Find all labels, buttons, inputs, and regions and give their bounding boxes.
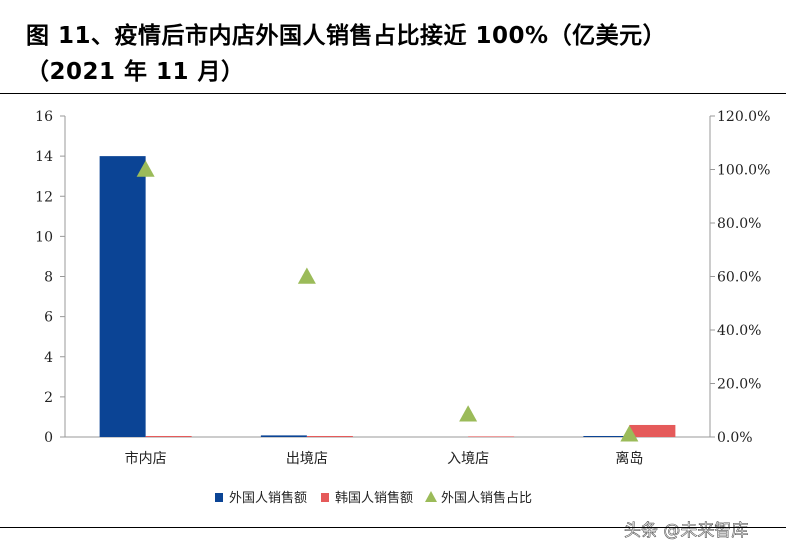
x-tick-label: 入境店: [447, 451, 489, 467]
right-tick-label: 100.0%: [717, 163, 770, 179]
right-tick-label: 20.0%: [717, 377, 761, 393]
share-marker: [297, 267, 316, 284]
left-tick-label: 2: [44, 390, 53, 406]
share-markers: [136, 160, 639, 442]
share-marker: [620, 425, 639, 442]
legend: 外国人销售额 韩国人销售额 外国人销售占比: [215, 490, 532, 506]
top-rule: [0, 93, 786, 94]
watermark: 头条 @未来智库: [624, 521, 749, 542]
left-tick-label: 14: [35, 149, 53, 165]
share-marker: [136, 160, 155, 177]
title-line-1: 图 11、疫情后市内店外国人销售占比接近 100%（亿美元）: [26, 23, 667, 49]
chart-area: 0 2 4 6 8 10 12 14 16 0.0% 20.0% 40.0% 60.0% 80.0% 10…: [35, 109, 770, 542]
left-tick-label: 8: [44, 270, 53, 286]
bar: [260, 435, 307, 437]
bar: [145, 435, 192, 437]
bar: [306, 435, 353, 437]
watermark-text: 头条 @未来智库: [624, 521, 748, 541]
legend-swatch: [215, 493, 223, 502]
left-tick-label: 12: [35, 189, 53, 205]
chart-title: 图 11、疫情后市内店外国人销售占比接近 100%（亿美元） （2021 年 1…: [26, 18, 766, 90]
left-y-axis: 0 2 4 6 8 10 12 14 16: [35, 109, 66, 446]
right-tick-label: 0.0%: [717, 430, 753, 446]
bar: [583, 435, 630, 437]
right-y-axis: 0.0% 20.0% 40.0% 60.0% 80.0% 100.0% 120.0%: [709, 109, 770, 446]
left-tick-label: 10: [35, 229, 53, 245]
right-tick-label: 40.0%: [717, 323, 761, 339]
x-tick-label: 出境店: [286, 451, 328, 467]
right-tick-label: 60.0%: [717, 270, 761, 286]
legend-label: 韩国人销售额: [335, 490, 413, 506]
legend-swatch: [321, 493, 329, 502]
share-marker: [459, 405, 478, 422]
left-tick-label: 0: [44, 430, 53, 446]
left-tick-label: 6: [44, 310, 53, 326]
left-tick-label: 4: [44, 350, 53, 366]
bottom-rule: [0, 527, 786, 528]
legend-label: 外国人销售占比: [441, 490, 532, 506]
x-tick-label: 离岛: [615, 450, 643, 467]
bars: [99, 156, 676, 437]
right-tick-label: 80.0%: [717, 216, 761, 232]
right-tick-label: 120.0%: [717, 109, 770, 125]
left-tick-label: 16: [35, 109, 53, 125]
legend-swatch: [425, 491, 437, 502]
title-line-2: （2021 年 11 月）: [26, 59, 245, 85]
legend-label: 外国人销售额: [229, 490, 307, 506]
x-tick-label: 市内店: [125, 450, 167, 467]
bar: [629, 424, 676, 437]
bar: [468, 436, 515, 437]
bar: [99, 156, 146, 437]
x-axis: 市内店 出境店 入境店 离岛: [65, 436, 710, 467]
